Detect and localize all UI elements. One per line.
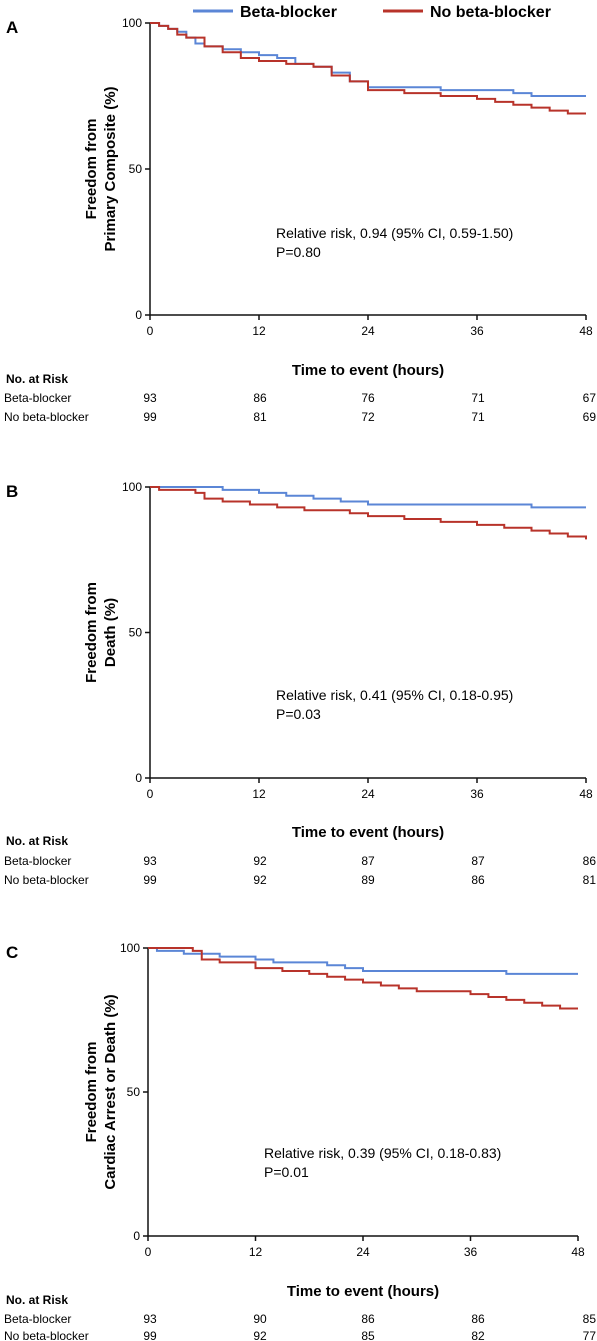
x-axis-label: Time to event (hours) <box>292 824 444 841</box>
x-tick-label: 24 <box>361 324 375 338</box>
series-line-beta-blocker <box>148 947 578 975</box>
risk-value: 71 <box>471 410 485 424</box>
y-tick-label: 100 <box>122 16 142 30</box>
risk-value: 99 <box>143 1329 157 1341</box>
series-line-beta-blocker <box>150 486 586 509</box>
risk-value: 93 <box>143 854 157 868</box>
risk-value: 90 <box>253 1312 267 1326</box>
y-axis-label: Freedom from Primary Composite (%) <box>83 86 119 251</box>
panel-label: C <box>6 943 18 962</box>
y-axis-label-line: Death (%) <box>102 598 119 667</box>
x-tick-label: 48 <box>579 324 593 338</box>
annotation-line: P=0.80 <box>276 244 321 260</box>
risk-table-header: No. at Risk <box>6 834 68 848</box>
risk-value: 93 <box>143 1312 157 1326</box>
y-axis-label-line: Primary Composite (%) <box>102 86 119 251</box>
x-tick-label: 48 <box>571 1245 585 1259</box>
risk-value: 86 <box>471 873 485 887</box>
panel-label: A <box>6 18 18 37</box>
x-tick-label: 12 <box>252 324 266 338</box>
x-tick-label: 12 <box>252 787 266 801</box>
risk-table-header: No. at Risk <box>6 1293 68 1307</box>
y-tick-label: 50 <box>129 162 143 176</box>
risk-value: 99 <box>143 410 157 424</box>
y-tick-label: 0 <box>135 308 142 322</box>
legend-label-no-beta-blocker: No beta-blocker <box>430 4 551 21</box>
risk-row-label: No beta-blocker <box>4 410 89 424</box>
risk-value: 85 <box>583 1312 597 1326</box>
y-tick-label: 0 <box>133 1229 140 1243</box>
risk-value: 99 <box>143 873 157 887</box>
risk-value: 92 <box>253 854 267 868</box>
y-axis-label-line: Freedom from <box>83 119 100 220</box>
y-axis-label-line: Freedom from <box>83 582 100 683</box>
risk-value: 85 <box>361 1329 375 1341</box>
risk-value: 81 <box>253 410 267 424</box>
x-tick-label: 0 <box>147 787 154 801</box>
risk-value: 86 <box>361 1312 375 1326</box>
series-line-beta-blocker <box>150 22 586 97</box>
annotation-line: P=0.03 <box>276 706 321 722</box>
risk-value: 72 <box>361 410 375 424</box>
x-tick-label: 36 <box>470 787 484 801</box>
risk-value: 86 <box>583 854 597 868</box>
risk-value: 82 <box>471 1329 485 1341</box>
panel-b: B 0 50 100 0 12 24 36 48 Freedom from Death (%) Tim… <box>4 480 596 887</box>
risk-value: 71 <box>471 391 485 405</box>
x-tick-label: 36 <box>464 1245 478 1259</box>
x-tick-label: 48 <box>579 787 593 801</box>
y-axis-label: Freedom from Death (%) <box>83 582 119 683</box>
y-tick-label: 0 <box>135 771 142 785</box>
risk-value: 86 <box>471 1312 485 1326</box>
risk-row-label: Beta-blocker <box>4 391 71 405</box>
annotation-line: Relative risk, 0.94 (95% CI, 0.59-1.50) <box>276 225 513 241</box>
x-tick-label: 12 <box>249 1245 263 1259</box>
risk-value: 87 <box>471 854 485 868</box>
risk-value: 77 <box>583 1329 597 1341</box>
risk-row-label: Beta-blocker <box>4 1312 71 1326</box>
risk-row-label: No beta-blocker <box>4 1329 89 1341</box>
x-tick-label: 0 <box>147 324 154 338</box>
y-tick-label: 50 <box>127 1085 141 1099</box>
series-line-no-beta-blocker <box>150 486 587 540</box>
y-tick-label: 100 <box>120 941 140 955</box>
risk-value: 87 <box>361 854 375 868</box>
risk-value: 92 <box>253 873 267 887</box>
x-tick-label: 24 <box>361 787 375 801</box>
risk-row-label: No beta-blocker <box>4 873 89 887</box>
legend-label-beta-blocker: Beta-blocker <box>240 4 337 21</box>
panel-c: C 0 50 100 0 12 24 36 48 Freedom from Cardiac Arre… <box>4 941 596 1341</box>
y-axis-label-line: Cardiac Arrest or Death (%) <box>102 994 119 1189</box>
y-tick-label: 100 <box>122 480 142 494</box>
x-tick-label: 24 <box>356 1245 370 1259</box>
y-tick-label: 50 <box>129 626 143 640</box>
risk-value: 92 <box>253 1329 267 1341</box>
x-tick-label: 0 <box>145 1245 152 1259</box>
risk-value: 67 <box>583 391 597 405</box>
risk-value: 93 <box>143 391 157 405</box>
y-axis-label: Freedom from Cardiac Arrest or Death (%) <box>83 994 119 1189</box>
annotation-line: Relative risk, 0.39 (95% CI, 0.18-0.83) <box>264 1145 501 1161</box>
y-axis-label-line: Freedom from <box>83 1042 100 1143</box>
panel-label: B <box>6 482 18 501</box>
risk-row-label: Beta-blocker <box>4 854 71 868</box>
risk-table-header: No. at Risk <box>6 372 68 386</box>
series-line-no-beta-blocker <box>148 947 578 1010</box>
panel-a: A 0 50 100 0 12 24 36 48 Freedom from Primary Comp… <box>4 16 596 424</box>
legend: Beta-blocker No beta-blocker <box>193 4 551 21</box>
series-line-no-beta-blocker <box>150 22 586 115</box>
x-tick-label: 36 <box>470 324 484 338</box>
annotation-line: Relative risk, 0.41 (95% CI, 0.18-0.95) <box>276 687 513 703</box>
risk-value: 86 <box>253 391 267 405</box>
x-axis-label: Time to event (hours) <box>287 1283 439 1300</box>
annotation-line: P=0.01 <box>264 1164 309 1180</box>
x-axis-label: Time to event (hours) <box>292 362 444 379</box>
risk-value: 76 <box>361 391 375 405</box>
risk-value: 69 <box>583 410 597 424</box>
risk-value: 89 <box>361 873 375 887</box>
risk-value: 81 <box>583 873 597 887</box>
